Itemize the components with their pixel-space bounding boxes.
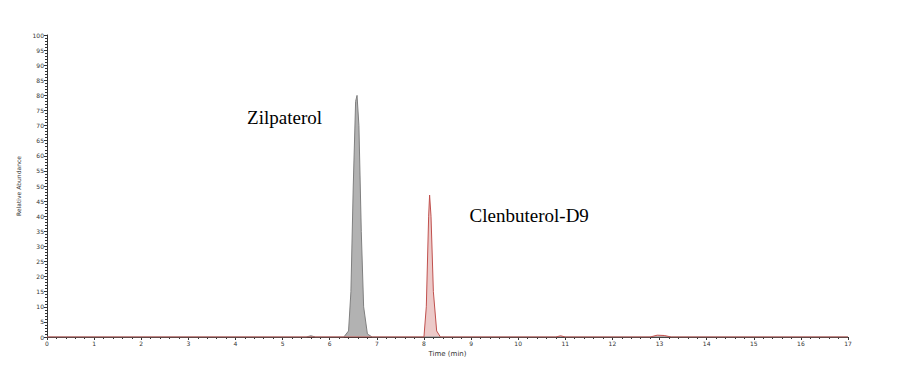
- svg-text:75: 75: [36, 107, 44, 114]
- svg-text:17: 17: [844, 340, 852, 347]
- svg-text:7: 7: [375, 340, 379, 347]
- svg-text:3: 3: [186, 340, 190, 347]
- svg-text:70: 70: [36, 122, 44, 129]
- svg-text:15: 15: [750, 340, 758, 347]
- svg-text:60: 60: [36, 152, 44, 159]
- svg-text:0: 0: [45, 340, 49, 347]
- svg-text:95: 95: [36, 47, 44, 54]
- svg-text:85: 85: [36, 77, 44, 84]
- svg-text:0: 0: [40, 334, 44, 341]
- svg-text:15: 15: [36, 288, 44, 295]
- svg-text:50: 50: [36, 183, 44, 190]
- svg-text:45: 45: [36, 198, 44, 205]
- svg-text:80: 80: [36, 92, 44, 99]
- svg-text:13: 13: [656, 340, 664, 347]
- svg-text:25: 25: [36, 258, 44, 265]
- svg-text:10: 10: [514, 340, 522, 347]
- svg-text:9: 9: [469, 340, 473, 347]
- svg-text:5: 5: [40, 318, 44, 325]
- svg-text:4: 4: [234, 340, 238, 347]
- svg-text:Relative Abundance: Relative Abundance: [15, 156, 22, 216]
- svg-text:40: 40: [36, 213, 44, 220]
- svg-text:5: 5: [281, 340, 285, 347]
- svg-text:65: 65: [36, 137, 44, 144]
- svg-text:55: 55: [36, 167, 44, 174]
- svg-text:12: 12: [609, 340, 617, 347]
- svg-text:100: 100: [33, 32, 45, 39]
- svg-text:35: 35: [36, 228, 44, 235]
- svg-text:Zilpaterol: Zilpaterol: [247, 107, 322, 128]
- svg-text:30: 30: [36, 243, 44, 250]
- svg-text:1: 1: [92, 340, 96, 347]
- svg-text:11: 11: [561, 340, 569, 347]
- svg-text:2: 2: [139, 340, 143, 347]
- svg-text:20: 20: [36, 273, 44, 280]
- svg-text:Time (min): Time (min): [427, 350, 466, 358]
- svg-text:16: 16: [797, 340, 805, 347]
- svg-text:90: 90: [36, 62, 44, 69]
- svg-text:Clenbuterol-D9: Clenbuterol-D9: [470, 205, 589, 226]
- svg-text:14: 14: [703, 340, 711, 347]
- svg-text:10: 10: [36, 303, 44, 310]
- svg-text:8: 8: [422, 340, 426, 347]
- svg-text:6: 6: [328, 340, 332, 347]
